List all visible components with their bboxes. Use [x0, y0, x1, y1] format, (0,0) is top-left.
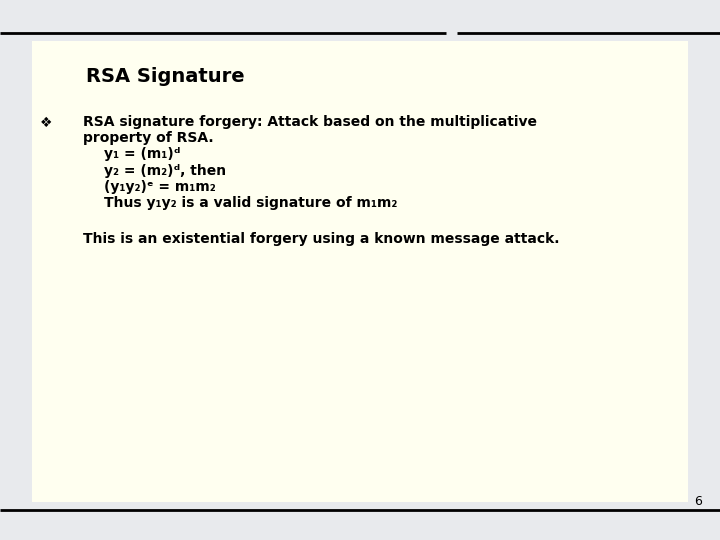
Text: ❖: ❖	[40, 116, 52, 130]
Bar	[32, 40, 688, 502]
Text: Thus y₁y₂ is a valid signature of m₁m₂: Thus y₁y₂ is a valid signature of m₁m₂	[104, 196, 397, 210]
Text: RSA signature forgery: Attack based on the multiplicative: RSA signature forgery: Attack based on t…	[83, 115, 537, 129]
Text: 6: 6	[694, 495, 702, 508]
Text: This is an existential forgery using a known message attack.: This is an existential forgery using a k…	[83, 232, 559, 246]
Text: (y₁y₂)ᵉ = m₁m₂: (y₁y₂)ᵉ = m₁m₂	[104, 180, 216, 194]
Text: RSA Signature: RSA Signature	[86, 68, 245, 86]
Text: property of RSA.: property of RSA.	[83, 131, 213, 145]
Text: y₂ = (m₂)ᵈ, then: y₂ = (m₂)ᵈ, then	[104, 164, 227, 178]
Text: y₁ = (m₁)ᵈ: y₁ = (m₁)ᵈ	[104, 147, 181, 161]
